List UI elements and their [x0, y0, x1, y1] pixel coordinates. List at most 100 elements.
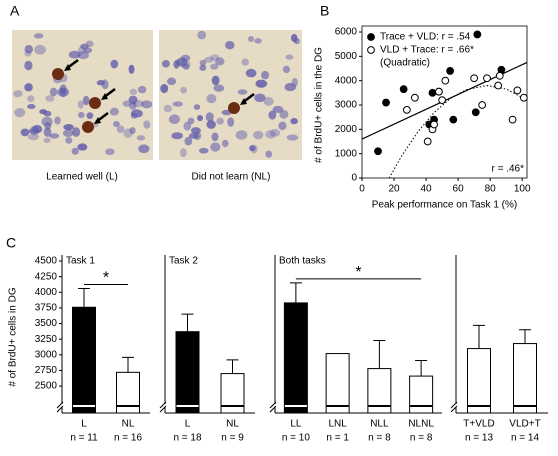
bar-break: [73, 405, 95, 407]
data-point: [402, 105, 411, 114]
nucleus: [206, 93, 217, 104]
nucleus: [65, 136, 73, 144]
micrograph: [159, 30, 302, 160]
nucleus: [197, 114, 204, 122]
y-tick-label: 3500: [35, 318, 58, 329]
bar-break: [117, 405, 139, 407]
x-tick-label: 100: [514, 184, 531, 195]
caption: Learned well (L): [46, 172, 118, 183]
x-tick-label: NL: [122, 419, 135, 430]
y-axis-label: # of BrdU+ cells in the DG: [314, 47, 325, 163]
x-tick-label: LL: [290, 419, 302, 430]
nucleus: [272, 105, 284, 113]
y-tick-label: 2000: [335, 124, 358, 135]
nucleus: [225, 40, 235, 50]
nucleus: [253, 130, 264, 140]
data-point: [430, 120, 438, 129]
nucleus: [83, 47, 93, 54]
n-label: n = 13: [465, 433, 494, 444]
nucleus: [215, 57, 225, 66]
nucleus: [285, 54, 294, 60]
x-tick-label: VLD+T: [509, 419, 540, 430]
data-point: [478, 101, 487, 109]
axis-break: [56, 401, 64, 413]
fit-line: [388, 85, 523, 179]
data-point: [399, 85, 408, 94]
nucleus: [198, 147, 209, 154]
error-bar: [289, 282, 302, 303]
nucleus: [27, 104, 36, 110]
nucleus: [199, 64, 207, 71]
nucleus: [29, 125, 40, 136]
legend-note: (Quadratic): [380, 58, 430, 69]
bar: [513, 343, 537, 414]
legend-marker: [367, 33, 375, 41]
nucleus: [28, 128, 40, 134]
nucleus: [141, 100, 153, 109]
nucleus: [167, 77, 177, 86]
nucleus: [33, 33, 44, 39]
legend-marker: [367, 46, 375, 54]
x-tick-label: 20: [388, 184, 400, 195]
nucleus: [291, 77, 299, 87]
nucleus: [211, 132, 219, 142]
nucleus: [123, 128, 133, 138]
nucleus: [171, 132, 183, 140]
n-label: n = 1: [326, 433, 349, 444]
nucleus: [278, 121, 287, 131]
data-point: [473, 30, 482, 39]
nucleus: [14, 108, 26, 118]
bar-break: [326, 405, 349, 407]
nucleus: [57, 87, 70, 97]
nucleus: [27, 133, 40, 141]
nucleus: [113, 120, 120, 128]
nucleus: [71, 147, 79, 155]
y-tick-label: 0: [351, 173, 357, 184]
y-tick-label: 2500: [35, 381, 58, 392]
y-tick-label: 4000: [335, 75, 358, 86]
y-tick-label: 3750: [35, 303, 58, 314]
x-tick-label: 80: [485, 184, 497, 195]
subplot-title: Task 2: [169, 256, 198, 267]
n-label: n = 9: [221, 433, 244, 444]
data-point: [374, 147, 382, 156]
axis-break: [450, 401, 458, 413]
nucleus: [268, 110, 277, 120]
data-point: [483, 74, 491, 83]
bar-break: [176, 405, 199, 407]
axis-break: [159, 401, 167, 413]
error-bar: [373, 339, 386, 369]
x-tick-label: L: [185, 419, 191, 430]
nucleus: [137, 85, 147, 94]
nucleus: [213, 84, 225, 92]
nucleus: [168, 114, 180, 125]
labelled-cell: [82, 121, 94, 133]
nucleus: [188, 132, 199, 139]
n-label: n = 8: [368, 433, 391, 444]
nucleus: [290, 118, 298, 125]
bar-break: [514, 405, 536, 407]
bar: [467, 348, 491, 414]
n-label: n = 18: [173, 433, 202, 444]
nucleus: [210, 63, 219, 70]
bar-break: [284, 405, 307, 407]
significance-mark: *: [103, 270, 109, 287]
nucleus: [206, 120, 216, 129]
nucleus: [263, 96, 274, 106]
arrow-head: [240, 98, 247, 105]
n-label: n = 16: [114, 433, 143, 444]
nucleus: [255, 79, 268, 88]
nucleus: [110, 59, 119, 69]
nucleus: [210, 142, 221, 152]
y-tick-label: 6000: [335, 27, 358, 38]
legend-label: Trace + VLD: r = .54: [380, 32, 471, 43]
nucleus: [191, 127, 201, 135]
data-point: [449, 115, 458, 124]
nucleus: [105, 148, 115, 156]
nucleus: [49, 133, 60, 139]
nucleus: [284, 82, 296, 92]
nucleus: [254, 38, 262, 44]
bar: [220, 373, 245, 414]
x-tick-label: NLNL: [408, 419, 434, 430]
